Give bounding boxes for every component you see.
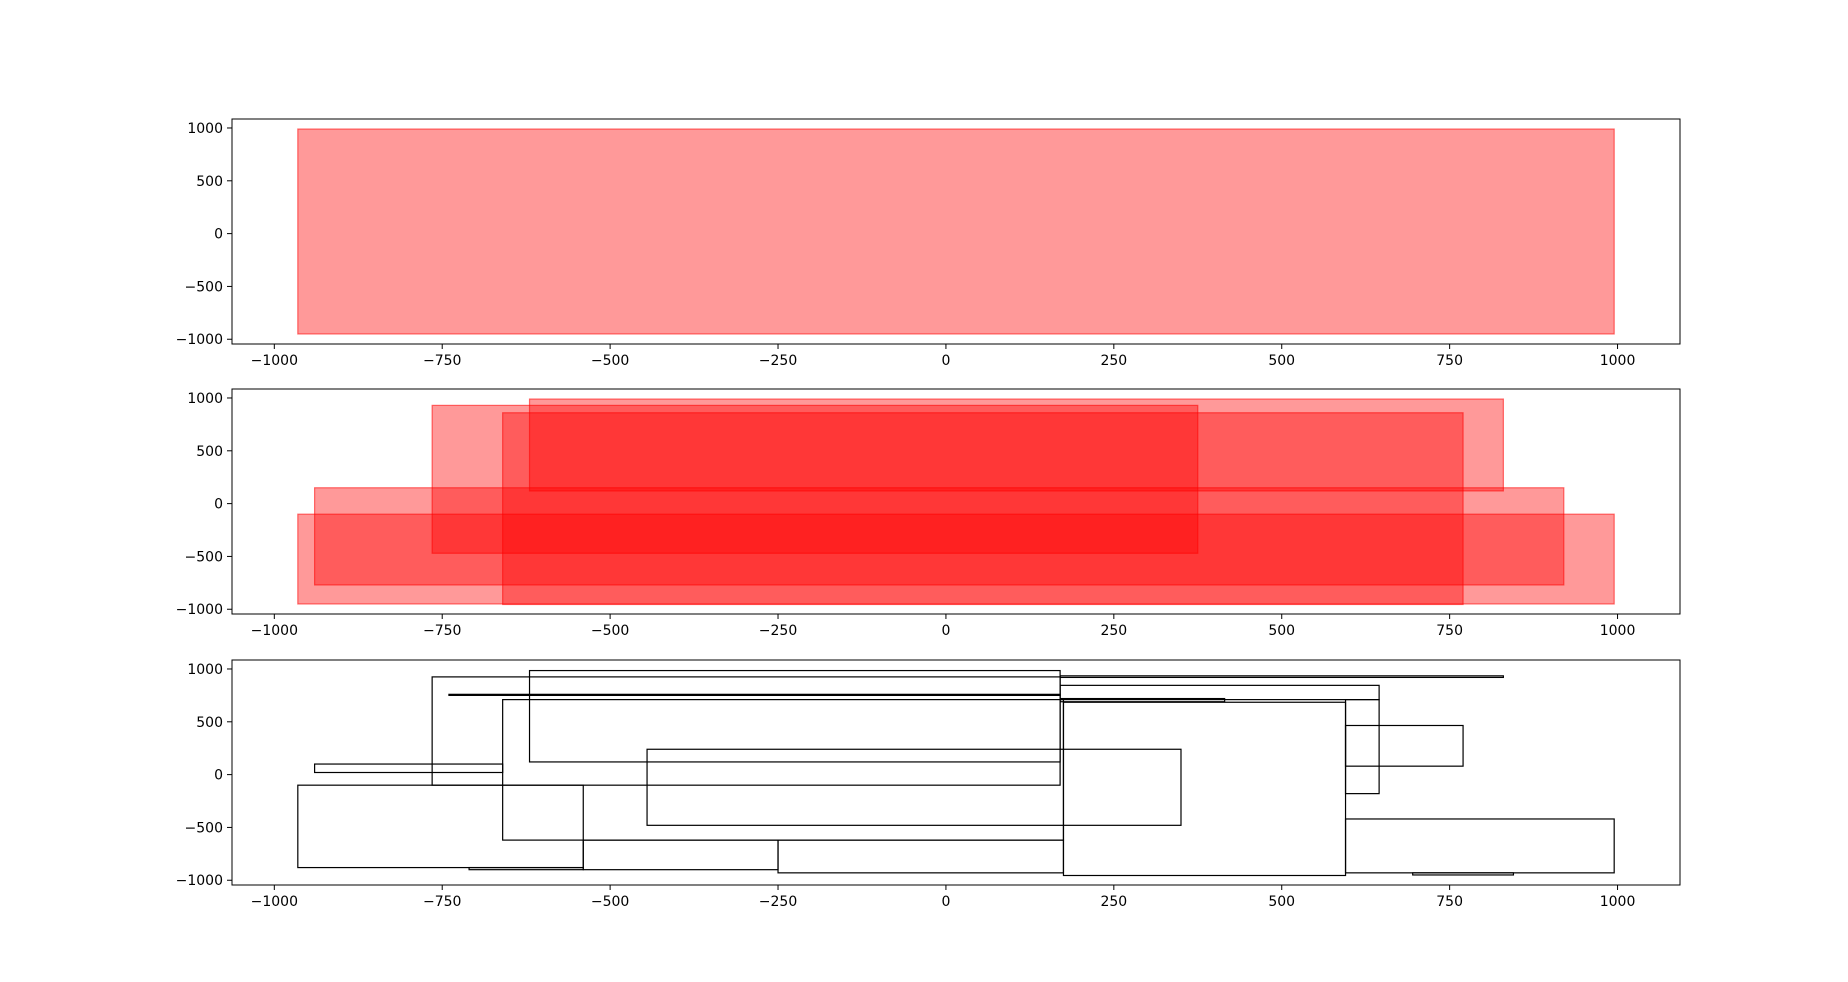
xtick-label-bottom-4: 0 [941, 894, 950, 910]
xtick-label-middle-8: 1000 [1600, 623, 1636, 639]
ytick-label-middle-2: 0 [214, 497, 223, 513]
xtick-label-bottom-7: 750 [1436, 894, 1463, 910]
rectangle-middle-1 [314, 487, 1565, 586]
ytick-label-middle-1: −500 [185, 549, 223, 565]
xtick-label-middle-0: −1000 [251, 623, 298, 639]
axes-frame-top [231, 118, 1681, 345]
xtick-label-bottom-2: −500 [591, 894, 629, 910]
rectangle-middle-4 [502, 412, 1464, 606]
rectangle-bottom-16 [1062, 701, 1347, 877]
rectangle-top-0 [297, 128, 1615, 335]
xtick-label-top-6: 500 [1268, 353, 1295, 369]
xtick-label-top-4: 0 [941, 353, 950, 369]
ytick-label-top-4: 1000 [187, 121, 223, 137]
ytick-label-bottom-1: −500 [185, 820, 223, 836]
rectangle-bottom-1 [448, 693, 1061, 696]
xtick-label-top-8: 1000 [1600, 353, 1636, 369]
xtick-label-middle-7: 750 [1436, 623, 1463, 639]
rectangle-bottom-9 [646, 748, 1182, 826]
xtick-label-middle-6: 500 [1268, 623, 1295, 639]
ytick-label-bottom-4: 1000 [187, 662, 223, 678]
subplot-middle: −1000 −750 −500 −250 0 250 500 750 1000 −1000 −500… [176, 388, 1681, 639]
xtick-label-top-3: −250 [759, 353, 797, 369]
rectangle-bottom-17 [528, 669, 1061, 763]
xtick-label-bottom-1: −750 [423, 894, 461, 910]
xtick-label-middle-2: −500 [591, 623, 629, 639]
xtick-label-top-2: −500 [591, 353, 629, 369]
ytick-label-bottom-3: 500 [196, 715, 223, 731]
xtick-label-top-1: −750 [423, 353, 461, 369]
xtick-label-top-7: 750 [1436, 353, 1463, 369]
xtick-label-bottom-5: 250 [1100, 894, 1127, 910]
ytick-label-middle-0: −1000 [176, 602, 223, 618]
xtick-label-middle-3: −250 [759, 623, 797, 639]
rectangle-middle-0 [297, 513, 1615, 605]
xtick-label-middle-5: 250 [1100, 623, 1127, 639]
rectangle-bottom-15 [1412, 872, 1515, 876]
xtick-label-top-5: 250 [1100, 353, 1127, 369]
subplot-bottom: −1000 −750 −500 −250 0 250 500 750 1000 −1000 −500… [176, 659, 1681, 910]
xtick-label-middle-1: −750 [423, 623, 461, 639]
rectangle-bottom-4 [297, 784, 584, 869]
xtick-label-bottom-3: −250 [759, 894, 797, 910]
ytick-label-middle-4: 1000 [187, 391, 223, 407]
rectangle-middle-2 [431, 404, 1199, 554]
axes-frame-bottom [231, 659, 1681, 886]
xtick-label-bottom-8: 1000 [1600, 894, 1636, 910]
ytick-label-top-2: 0 [214, 227, 223, 243]
rectangle-middle-3 [528, 398, 1504, 492]
ytick-label-bottom-2: 0 [214, 768, 223, 784]
ytick-label-top-0: −1000 [176, 332, 223, 348]
ytick-label-bottom-0: −1000 [176, 873, 223, 889]
ytick-label-top-3: 500 [196, 174, 223, 190]
xtick-label-middle-4: 0 [941, 623, 950, 639]
xtick-label-bottom-0: −1000 [251, 894, 298, 910]
subplot-top: −1000 −750 −500 −250 0 250 500 750 1000 −1000 −500… [176, 118, 1681, 369]
ytick-label-top-1: −500 [185, 279, 223, 295]
xtick-label-top-0: −1000 [251, 353, 298, 369]
axes-frame-middle [231, 388, 1681, 615]
ytick-label-middle-3: 500 [196, 444, 223, 460]
xtick-label-bottom-6: 500 [1268, 894, 1295, 910]
